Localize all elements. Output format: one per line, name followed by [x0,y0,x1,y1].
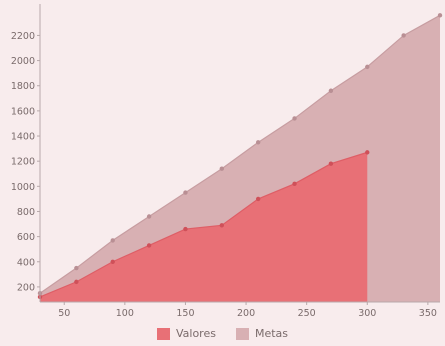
y-tick-label-600: 600 [17,232,35,243]
point-metas-10[interactable] [401,33,406,38]
x-tick-label-100: 100 [116,308,134,319]
point-valores-3[interactable] [146,243,152,248]
y-tick-label-2200: 2200 [11,31,35,42]
point-valores-7[interactable] [292,181,297,187]
y-tick-label-1800: 1800 [11,81,35,92]
point-valores-1[interactable] [74,279,79,285]
y-tick-label-1400: 1400 [11,132,35,143]
point-metas-5[interactable] [219,166,225,171]
legend-label-valores: Valores [175,327,216,340]
x-tick-label-250: 250 [298,308,316,319]
x-tick-label-300: 300 [358,308,376,319]
point-valores-2[interactable] [110,259,115,264]
legend-item-metas[interactable]: Metas [235,327,289,340]
x-tick-label-150: 150 [176,308,194,319]
y-tick-label-1000: 1000 [11,182,35,193]
legend-label-metas: Metas [254,327,289,340]
y-tick-label-400: 400 [17,257,35,268]
point-metas-7[interactable] [292,116,297,121]
point-metas-2[interactable] [110,238,115,243]
y-tick-label-2000: 2000 [11,56,35,67]
legend-swatch-metas [235,327,249,340]
point-metas-9[interactable] [365,64,370,70]
point-valores-6[interactable] [255,196,261,202]
legend: Valores Metas [0,327,445,340]
legend-item-valores[interactable]: Valores [156,327,216,340]
point-metas-8[interactable] [328,88,334,93]
x-tick-label-350: 350 [419,308,437,319]
point-metas-1[interactable] [74,265,79,271]
y-tick-label-800: 800 [17,207,35,218]
x-tick-label-200: 200 [237,308,255,319]
line-valores [39,151,368,298]
y-tick-label-200: 200 [17,282,35,293]
legend-swatch-valores [156,327,170,340]
point-metas-3[interactable] [146,214,152,219]
point-valores-5[interactable] [219,223,225,228]
point-valores-9[interactable] [365,150,370,155]
x-tick-label-50: 50 [58,308,70,319]
point-valores-8[interactable] [328,161,334,166]
point-metas-4[interactable] [183,190,188,195]
y-tick-label-1600: 1600 [11,106,35,117]
point-metas-6[interactable] [255,140,261,145]
point-metas-11[interactable] [437,13,443,18]
point-valores-4[interactable] [183,226,188,232]
y-tick-label-1200: 1200 [11,157,35,168]
line-metas [39,14,441,294]
